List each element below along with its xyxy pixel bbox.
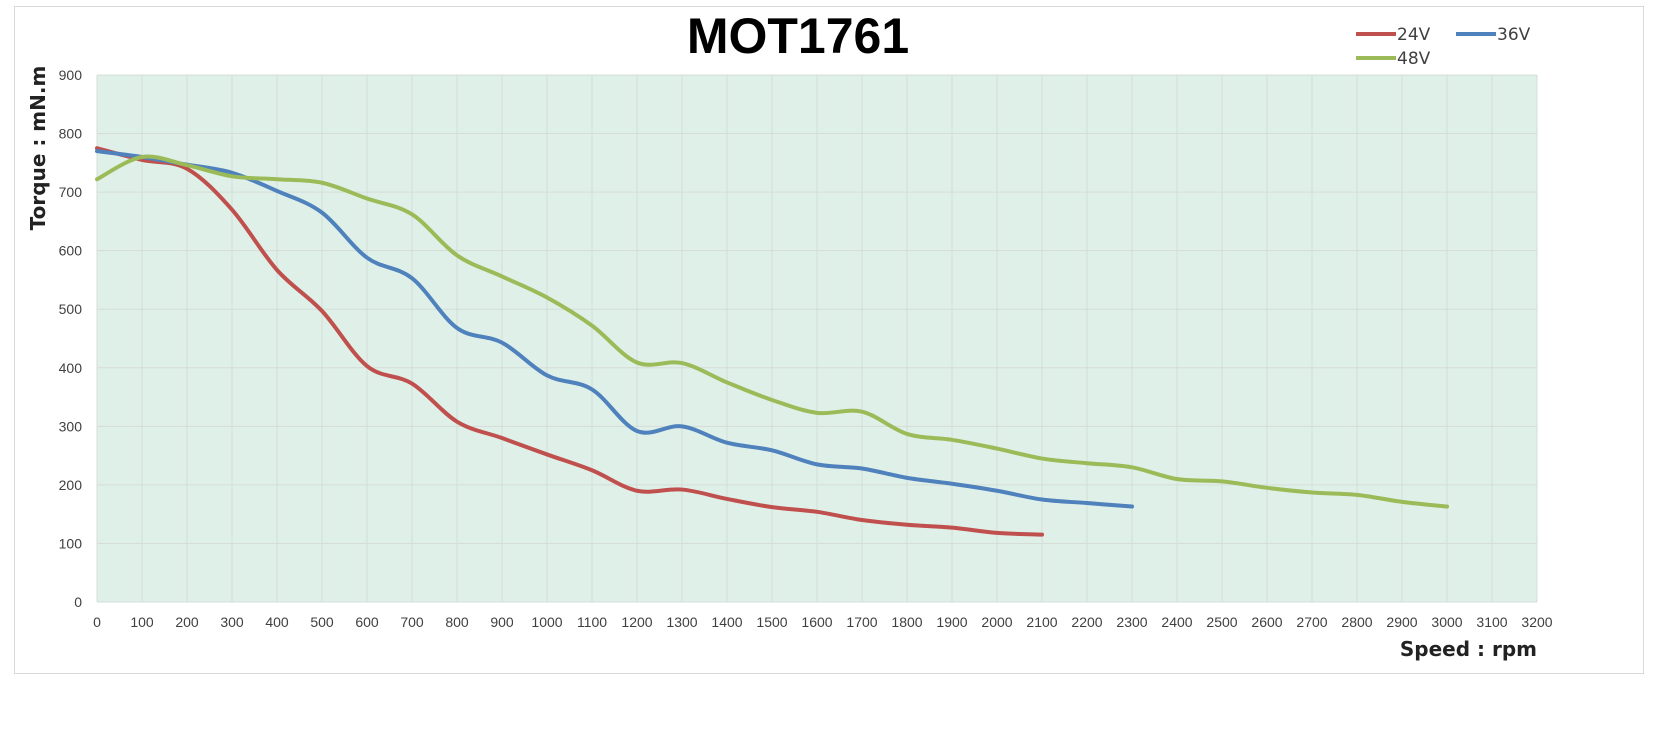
- y-tick-label: 600: [59, 243, 83, 259]
- x-tick-label: 1700: [846, 614, 877, 630]
- series-lines: [95, 146, 1449, 537]
- x-tick-label: 700: [400, 614, 424, 630]
- y-tick-label: 200: [59, 477, 83, 493]
- x-tick-label: 0: [93, 614, 101, 630]
- x-tick-label: 2500: [1206, 614, 1237, 630]
- x-tick-label: 1100: [577, 614, 607, 630]
- series-line-48v: [95, 154, 1449, 509]
- y-tick-label: 0: [74, 594, 82, 610]
- legend-label-24v: 24V: [1397, 25, 1431, 45]
- x-tick-label: 3200: [1521, 614, 1552, 630]
- x-tick-label: 2400: [1161, 614, 1192, 630]
- x-tick-label: 2000: [981, 614, 1012, 630]
- y-axis-label: Torque : mN.m: [26, 66, 50, 231]
- x-tick-label: 1500: [756, 614, 787, 630]
- y-tick-label: 300: [59, 418, 83, 434]
- x-tick-labels: 0 100 200 300 400 500 600 700 800 900 1000 1100 1200…: [93, 614, 1553, 630]
- x-tick-label: 2300: [1116, 614, 1147, 630]
- y-tick-label: 400: [59, 360, 83, 376]
- x-tick-label: 2600: [1251, 614, 1282, 630]
- legend-label-48v: 48V: [1397, 49, 1431, 69]
- x-tick-label: 1900: [936, 614, 967, 630]
- x-tick-label: 2100: [1026, 614, 1057, 630]
- series-line-24v: [95, 146, 1044, 537]
- x-tick-label: 600: [355, 614, 379, 630]
- legend-label-36v: 36V: [1497, 25, 1531, 45]
- legend: 24V 36V 48V: [1356, 25, 1531, 69]
- x-tick-label: 2900: [1386, 614, 1417, 630]
- gridlines: [96, 74, 1538, 603]
- y-tick-label: 900: [59, 67, 83, 83]
- y-tick-label: 500: [59, 301, 83, 317]
- x-tick-label: 1800: [891, 614, 922, 630]
- x-axis-label: Speed : rpm: [1400, 637, 1537, 661]
- x-tick-label: 400: [265, 614, 289, 630]
- x-tick-label: 1300: [666, 614, 697, 630]
- x-tick-label: 2800: [1341, 614, 1372, 630]
- y-tick-labels: 0 100 200 300 400 500 600 700 800 900: [59, 67, 83, 610]
- y-tick-label: 700: [59, 184, 83, 200]
- x-tick-label: 300: [220, 614, 244, 630]
- x-tick-label: 200: [175, 614, 199, 630]
- x-tick-label: 1600: [801, 614, 832, 630]
- x-tick-label: 1200: [621, 614, 652, 630]
- y-tick-label: 100: [59, 535, 83, 551]
- x-tick-label: 1000: [531, 614, 562, 630]
- y-tick-label: 800: [59, 126, 83, 142]
- x-tick-label: 500: [310, 614, 334, 630]
- chart-title: MOT1761: [687, 8, 909, 64]
- x-tick-label: 3000: [1431, 614, 1462, 630]
- x-tick-label: 900: [490, 614, 514, 630]
- x-tick-label: 1400: [711, 614, 742, 630]
- x-tick-label: 2200: [1071, 614, 1102, 630]
- x-tick-label: 3100: [1476, 614, 1507, 630]
- series-line-36v: [95, 149, 1134, 509]
- x-tick-label: 800: [445, 614, 469, 630]
- x-tick-label: 2700: [1296, 614, 1327, 630]
- x-tick-label: 100: [130, 614, 154, 630]
